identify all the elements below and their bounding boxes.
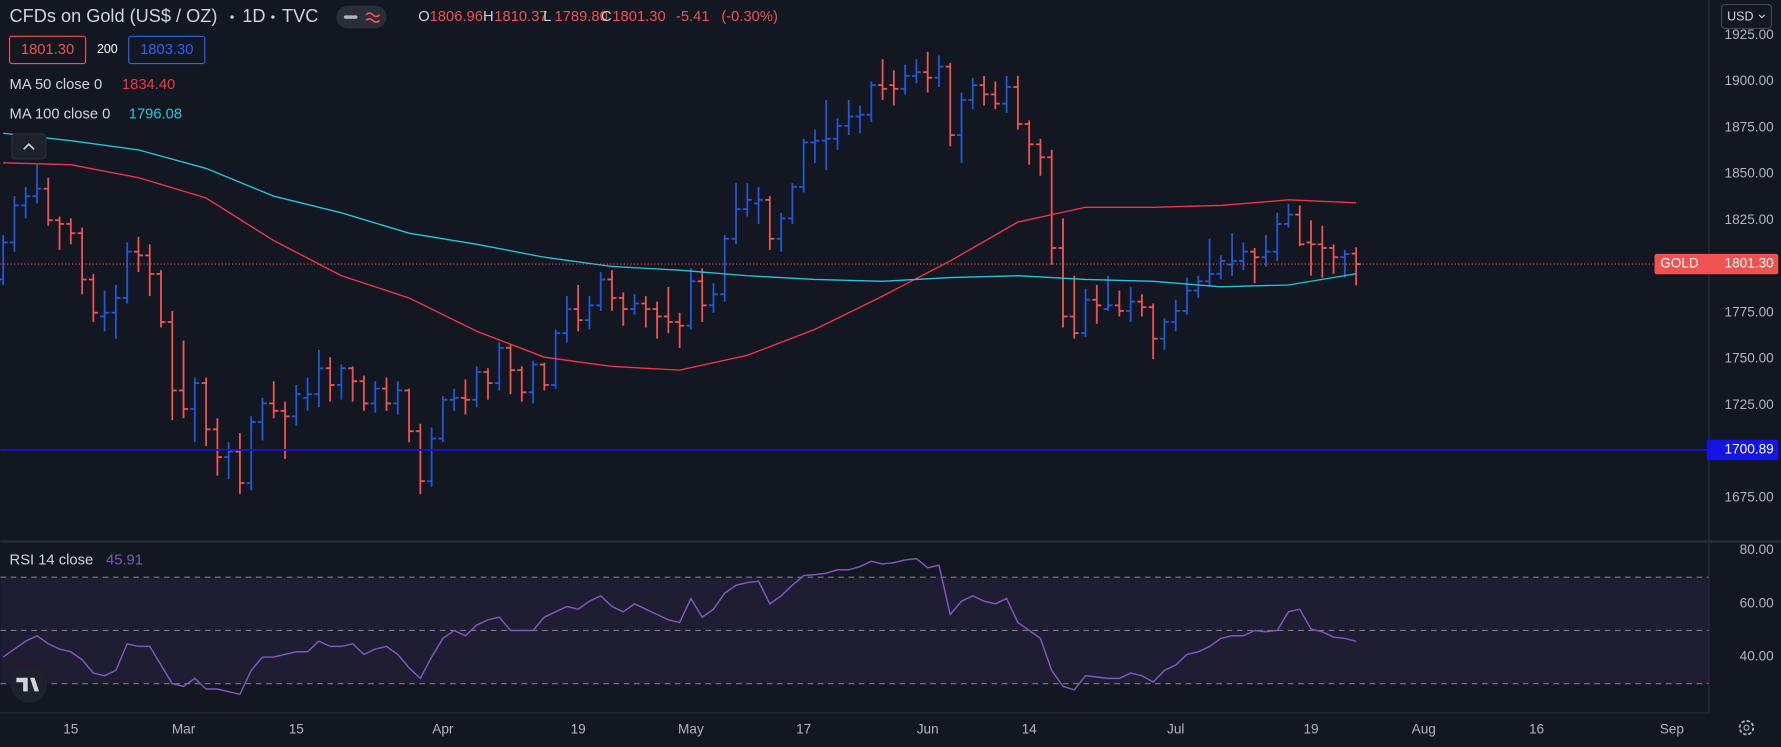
- y-tick-label: 1850.00: [1725, 166, 1775, 181]
- pill-icon: [365, 12, 381, 23]
- ohlc-key: H: [483, 9, 494, 25]
- source: TVC: [282, 6, 318, 26]
- legend-value: 1796.08: [129, 107, 182, 123]
- y-tick-label: 1725.00: [1725, 397, 1775, 412]
- logo[interactable]: [10, 666, 48, 703]
- price-labels: GOLD 1801.30 1700.89: [1654, 253, 1779, 461]
- pill[interactable]: [336, 5, 387, 29]
- x-tick-label: 15: [289, 722, 304, 737]
- logo-circle[interactable]: [10, 666, 48, 703]
- collapse-button[interactable]: [11, 133, 47, 160]
- chevron: [23, 143, 35, 150]
- x-tick-label: 17: [796, 722, 811, 737]
- ma-line: [3, 162, 1357, 371]
- change-percent: (-0.30%): [721, 9, 778, 25]
- ohlc-value: 1806.96: [430, 9, 483, 25]
- button-box[interactable]: [11, 133, 47, 160]
- ohlc-key: O: [418, 9, 429, 25]
- y-tick-label: 1675.00: [1725, 489, 1775, 504]
- y-tick-label: 1875.00: [1725, 119, 1775, 134]
- y-tick-label: 80.00: [1740, 542, 1774, 557]
- x-tick-label: 14: [1022, 722, 1038, 737]
- x-tick-label: Jun: [917, 722, 939, 737]
- market-status-pill[interactable]: [336, 5, 387, 29]
- gear-hub: [1743, 724, 1750, 731]
- x-tick-label: May: [678, 722, 704, 737]
- settings-button[interactable]: [1738, 720, 1755, 736]
- buy-button[interactable]: 1803.30: [128, 35, 206, 65]
- x-tick-label: 16: [1529, 722, 1544, 737]
- x-tick-label: 15: [63, 722, 78, 737]
- x-tick-label: Jul: [1167, 722, 1184, 737]
- y-tick-label: 40.00: [1740, 649, 1774, 664]
- ma-line: [3, 132, 1357, 288]
- symbol-label: GOLD: [1660, 256, 1699, 271]
- y-tick-label: 1925.00: [1725, 27, 1775, 42]
- change: -5.41: [676, 9, 710, 25]
- legend-value: 45.91: [106, 553, 143, 569]
- y-tick-label: 1750.00: [1725, 351, 1775, 366]
- separator: [271, 15, 275, 19]
- interval: 1D: [242, 6, 265, 26]
- horizontal-line-label: 1700.89: [1725, 441, 1774, 456]
- legend-name: MA 100 close 0: [10, 107, 111, 123]
- x-tick-label: 19: [571, 722, 586, 737]
- last-price-box: [1654, 253, 1779, 275]
- ohlc-key: C: [601, 9, 612, 25]
- last-price-label: 1801.30: [1725, 256, 1775, 271]
- x-tick-label: 19: [1303, 722, 1318, 737]
- ask[interactable]: 1803.30: [140, 42, 193, 58]
- rsi-line: [2, 557, 1357, 696]
- x-tick-label: Mar: [172, 722, 196, 737]
- ohlc-value: 1810.37: [494, 9, 547, 25]
- x-tick-label: Apr: [432, 722, 454, 737]
- logo-mark: [16, 677, 40, 692]
- ohlc-key: L: [543, 9, 551, 25]
- legend-value: 1834.40: [122, 77, 175, 93]
- spread: 200: [97, 42, 118, 56]
- y-tick-label: 1825.00: [1725, 212, 1775, 227]
- legend-name: RSI 14 close: [10, 553, 94, 569]
- marks: [0, 51, 1710, 696]
- ohlc-value: 1801.30: [612, 9, 665, 25]
- buy-box[interactable]: [128, 35, 206, 65]
- horizontal-line-box: [1706, 439, 1779, 461]
- currency[interactable]: USD: [1727, 9, 1753, 23]
- chart-title: CFDs on Gold (US$ / OZ): [10, 6, 218, 26]
- x-tick-label: Sep: [1660, 722, 1684, 737]
- bid[interactable]: 1801.30: [21, 42, 74, 58]
- button-box[interactable]: [1720, 3, 1773, 29]
- y-tick-label: 1900.00: [1725, 73, 1775, 88]
- ohlc-value: 1789.80: [554, 9, 607, 25]
- rsi-bands: [0, 576, 1710, 685]
- y-tick-label: 1775.00: [1725, 304, 1775, 319]
- legend-name: MA 50 close 0: [10, 77, 103, 93]
- currency-button[interactable]: USD: [1720, 3, 1773, 29]
- sell-box[interactable]: [8, 35, 87, 65]
- x-tick-label: Aug: [1412, 722, 1436, 737]
- gear[interactable]: [1738, 720, 1755, 736]
- separator: [230, 15, 234, 19]
- chevron: [1758, 14, 1766, 19]
- y-tick-label: 60.00: [1740, 595, 1774, 610]
- sell-button[interactable]: 1801.30: [8, 35, 87, 65]
